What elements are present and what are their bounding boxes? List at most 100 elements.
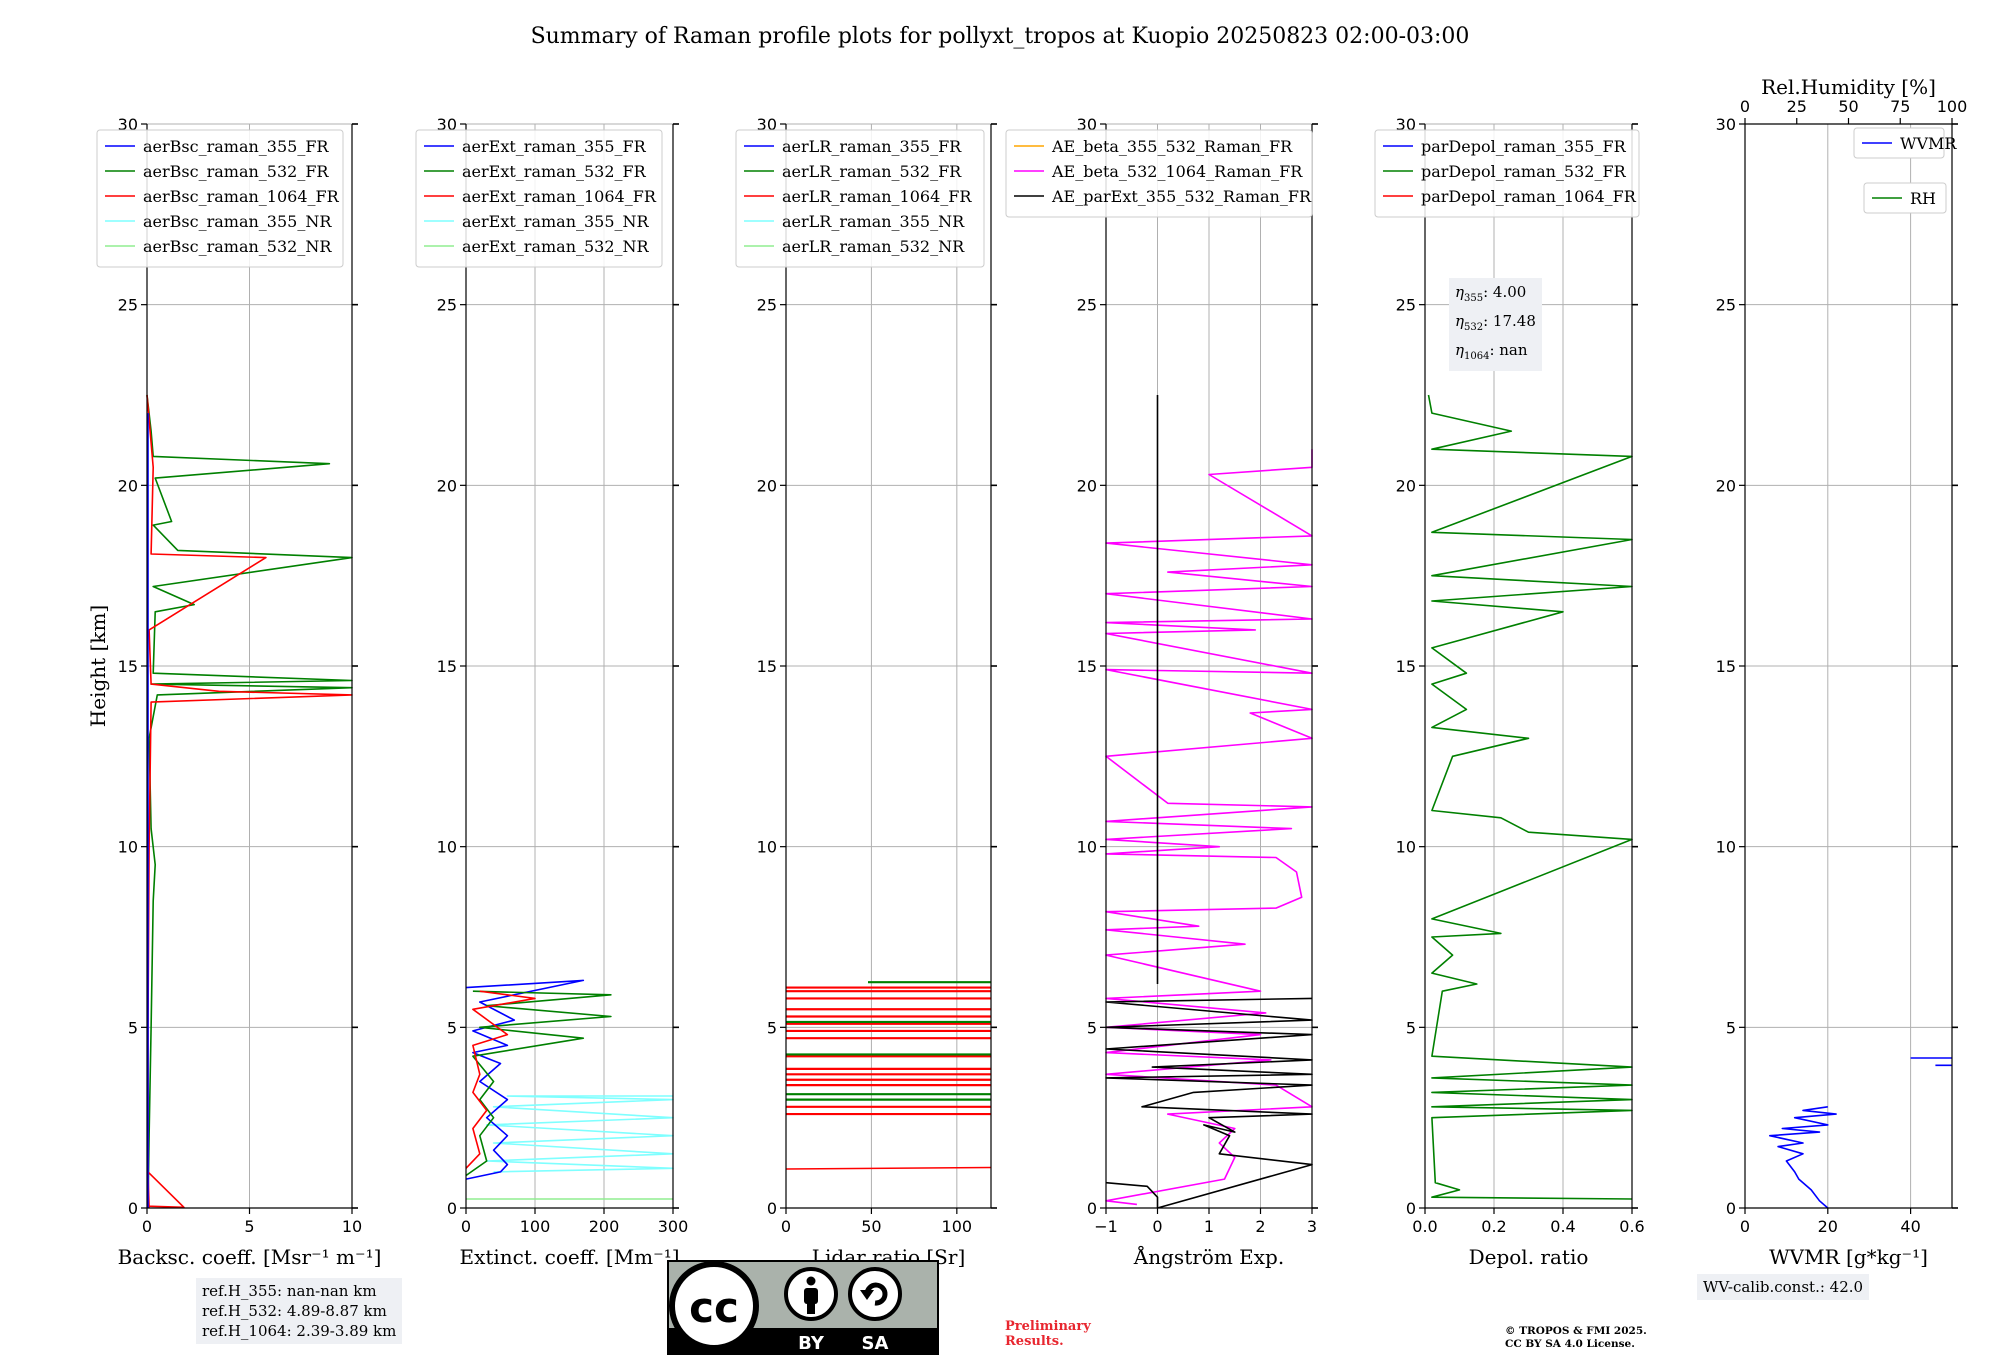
series-line bbox=[465, 990, 612, 1177]
series-line bbox=[785, 1166, 992, 1170]
legend-label: AE_parExt_355_532_Raman_FR bbox=[1051, 187, 1312, 206]
x-axis-label: WVMR [g*kg⁻¹] bbox=[1769, 1245, 1928, 1269]
legend-box bbox=[1374, 129, 1640, 218]
y-tick-label: 30 bbox=[1396, 115, 1416, 134]
cc-license-badge: cc BY SA bbox=[667, 1260, 939, 1355]
y-tick-label: 15 bbox=[757, 657, 777, 676]
y-tick-label: 10 bbox=[1396, 838, 1416, 857]
top-x-tick-label: 50 bbox=[1838, 97, 1858, 116]
y-tick-label: 10 bbox=[118, 838, 138, 857]
top-x-tick-label: 0 bbox=[1740, 97, 1750, 116]
legend-angstrom: AE_beta_355_532_Raman_FR AE_beta_532_1064… bbox=[1005, 129, 1313, 218]
y-tick-label: 10 bbox=[757, 838, 777, 857]
sa-share-icon bbox=[848, 1267, 902, 1321]
x-tick-label: 0.0 bbox=[1412, 1217, 1437, 1236]
legend-label: AE_beta_532_1064_Raman_FR bbox=[1051, 162, 1303, 181]
legend-label: aerBsc_raman_355_NR bbox=[143, 212, 332, 231]
x-tick-label: 0.6 bbox=[1619, 1217, 1644, 1236]
legend-label: parDepol_raman_355_FR bbox=[1421, 137, 1627, 156]
y-tick-label: 15 bbox=[1077, 657, 1097, 676]
y-tick-label: 20 bbox=[1077, 476, 1097, 495]
y-tick-label: 15 bbox=[1396, 657, 1416, 676]
legend-label: parDepol_raman_532_FR bbox=[1421, 162, 1627, 181]
top-x-tick-label: 75 bbox=[1890, 97, 1910, 116]
eta-1064: η1064: nan bbox=[1455, 341, 1528, 362]
legend-label: aerLR_raman_355_FR bbox=[782, 137, 962, 156]
y-tick-label: 0 bbox=[1406, 1199, 1416, 1218]
eta-532: η532: 17.48 bbox=[1455, 312, 1536, 333]
legend-extinction: aerExt_raman_355_FR aerExt_raman_532_FRae… bbox=[415, 129, 663, 268]
legend-label: aerExt_raman_532_FR bbox=[462, 162, 647, 181]
x-tick-label: 0 bbox=[1740, 1217, 1750, 1236]
y-tick-label: 0 bbox=[1726, 1199, 1736, 1218]
x-tick-label: 0 bbox=[781, 1217, 791, 1236]
ref-height-1064: ref.H_1064: 2.39-3.89 km bbox=[202, 1322, 397, 1340]
eta-355: η355: 4.00 bbox=[1455, 283, 1527, 304]
legend-label: aerExt_raman_355_FR bbox=[462, 137, 647, 156]
legend-label: aerBsc_raman_355_FR bbox=[143, 137, 329, 156]
preliminary-line-1: Preliminary bbox=[1005, 1319, 1091, 1334]
figure-title: Summary of Raman profile plots for polly… bbox=[531, 24, 1470, 49]
y-tick-label: 15 bbox=[118, 657, 138, 676]
x-tick-label: 40 bbox=[1900, 1217, 1920, 1236]
y-tick-label: 10 bbox=[1077, 838, 1097, 857]
y-tick-label: 0 bbox=[128, 1199, 138, 1218]
legend-label: RH bbox=[1910, 189, 1936, 208]
x-axis-label: Backsc. coeff. [Msr⁻¹ m⁻¹] bbox=[118, 1245, 382, 1269]
y-tick-label: 25 bbox=[757, 296, 777, 315]
y-tick-label: 20 bbox=[1716, 476, 1736, 495]
legend-box bbox=[1863, 182, 1947, 214]
preliminary-line-2: Results. bbox=[1005, 1334, 1064, 1349]
y-tick-label: 10 bbox=[437, 838, 457, 857]
legend-depolarization: parDepol_raman_355_FR parDepol_raman_532_… bbox=[1374, 129, 1640, 218]
series-line bbox=[1769, 1106, 1837, 1209]
series-line bbox=[1427, 394, 1633, 1200]
y-tick-label: 5 bbox=[767, 1018, 777, 1037]
top-x-tick-label: 100 bbox=[1937, 97, 1968, 116]
x-tick-label: 50 bbox=[861, 1217, 881, 1236]
y-tick-label: 20 bbox=[437, 476, 457, 495]
x-axis-label: Ångström Exp. bbox=[1133, 1244, 1284, 1269]
y-axis-label: Height [km] bbox=[86, 605, 110, 727]
y-tick-label: 25 bbox=[1396, 296, 1416, 315]
x-tick-label: 0.4 bbox=[1550, 1217, 1575, 1236]
x-tick-label: 0 bbox=[461, 1217, 471, 1236]
y-tick-label: 30 bbox=[118, 115, 138, 134]
preliminary-results-note: Preliminary Results. bbox=[1005, 1319, 1091, 1349]
x-tick-label: 100 bbox=[942, 1217, 973, 1236]
legend-label: aerLR_raman_532_NR bbox=[782, 237, 965, 256]
legend-wvmr: WVMR bbox=[1853, 127, 1957, 159]
y-tick-label: 5 bbox=[1726, 1018, 1736, 1037]
y-tick-label: 0 bbox=[767, 1199, 777, 1218]
legend-box bbox=[96, 129, 344, 268]
legend-label: aerExt_raman_532_NR bbox=[462, 237, 650, 256]
y-tick-label: 5 bbox=[1406, 1018, 1416, 1037]
x-tick-label: 1 bbox=[1204, 1217, 1214, 1236]
by-label: BY bbox=[798, 1333, 825, 1354]
x-tick-label: 0 bbox=[1152, 1217, 1162, 1236]
legend-label: aerExt_raman_1064_FR bbox=[462, 187, 657, 206]
y-tick-label: 30 bbox=[1716, 115, 1736, 134]
panel-depolarization: 0 5 10 15 20 25 30 0.0 0.2 0.4 0.6 Depol. ratio parD… bbox=[1374, 115, 1645, 1269]
x-tick-label: 200 bbox=[589, 1217, 620, 1236]
y-tick-label: 20 bbox=[118, 476, 138, 495]
y-tick-label: 0 bbox=[1087, 1199, 1097, 1218]
ref-height-355: ref.H_355: nan-nan km bbox=[202, 1282, 377, 1300]
wv-calib-text: WV-calib.const.: 42.0 bbox=[1703, 1278, 1864, 1296]
x-tick-label: 20 bbox=[1818, 1217, 1838, 1236]
y-tick-label: 20 bbox=[1396, 476, 1416, 495]
legend-label: aerBsc_raman_532_FR bbox=[143, 162, 329, 181]
y-tick-label: 0 bbox=[447, 1199, 457, 1218]
series-line bbox=[146, 394, 353, 1209]
legend-label: aerBsc_raman_532_NR bbox=[143, 237, 332, 256]
x-axis-label: Extinct. coeff. [Mm⁻¹] bbox=[459, 1245, 679, 1269]
series-line bbox=[465, 979, 585, 1180]
legend-box bbox=[1005, 129, 1313, 218]
y-tick-label: 25 bbox=[118, 296, 138, 315]
legend-label: WVMR bbox=[1900, 134, 1957, 153]
x-tick-label: 300 bbox=[658, 1217, 689, 1236]
y-tick-label: 30 bbox=[757, 115, 777, 134]
